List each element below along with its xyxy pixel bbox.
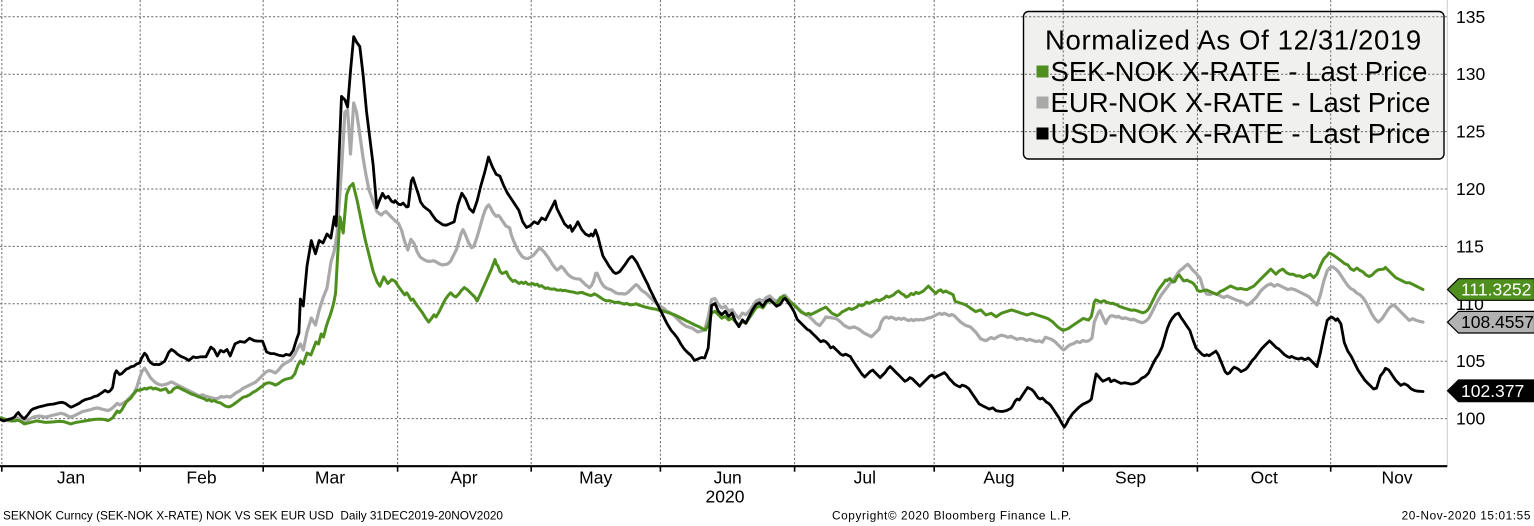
svg-text:Jul: Jul [854, 468, 876, 488]
svg-text:100: 100 [1456, 409, 1485, 429]
svg-text:111.3252: 111.3252 [1461, 280, 1531, 300]
svg-text:2020: 2020 [706, 487, 745, 507]
svg-text:USD-NOK X-RATE - Last Price: USD-NOK X-RATE - Last Price [1051, 118, 1431, 149]
svg-text:115: 115 [1456, 236, 1484, 256]
svg-text:Apr: Apr [450, 468, 477, 488]
svg-text:SEKNOK Curncy (SEK-NOK X-RATE): SEKNOK Curncy (SEK-NOK X-RATE) NOK VS SE… [3, 509, 503, 523]
svg-text:130: 130 [1456, 64, 1485, 84]
svg-text:Feb: Feb [186, 468, 216, 488]
svg-text:102.377: 102.377 [1461, 381, 1524, 401]
svg-text:Oct: Oct [1251, 468, 1278, 488]
svg-text:Sep: Sep [1115, 468, 1146, 488]
svg-text:125: 125 [1456, 122, 1485, 142]
svg-text:120: 120 [1456, 179, 1485, 199]
svg-text:Copyright© 2020 Bloomberg Fina: Copyright© 2020 Bloomberg Finance L.P. [832, 509, 1072, 523]
svg-text:SEK-NOK X-RATE - Last Price: SEK-NOK X-RATE - Last Price [1051, 56, 1428, 87]
svg-text:Nov: Nov [1381, 468, 1412, 488]
svg-text:Aug: Aug [983, 468, 1014, 488]
svg-text:Jun: Jun [714, 468, 742, 488]
svg-text:105: 105 [1456, 351, 1485, 371]
svg-text:Normalized As Of 12/31/2019: Normalized As Of 12/31/2019 [1045, 25, 1422, 56]
svg-text:EUR-NOK X-RATE - Last Price: EUR-NOK X-RATE - Last Price [1051, 87, 1431, 118]
svg-text:20-Nov-2020 15:01:55: 20-Nov-2020 15:01:55 [1402, 509, 1531, 523]
svg-text:108.4557: 108.4557 [1461, 312, 1534, 332]
svg-text:Mar: Mar [315, 468, 345, 488]
svg-text:Jan: Jan [57, 468, 85, 488]
svg-text:May: May [579, 468, 612, 488]
svg-text:135: 135 [1456, 7, 1485, 27]
